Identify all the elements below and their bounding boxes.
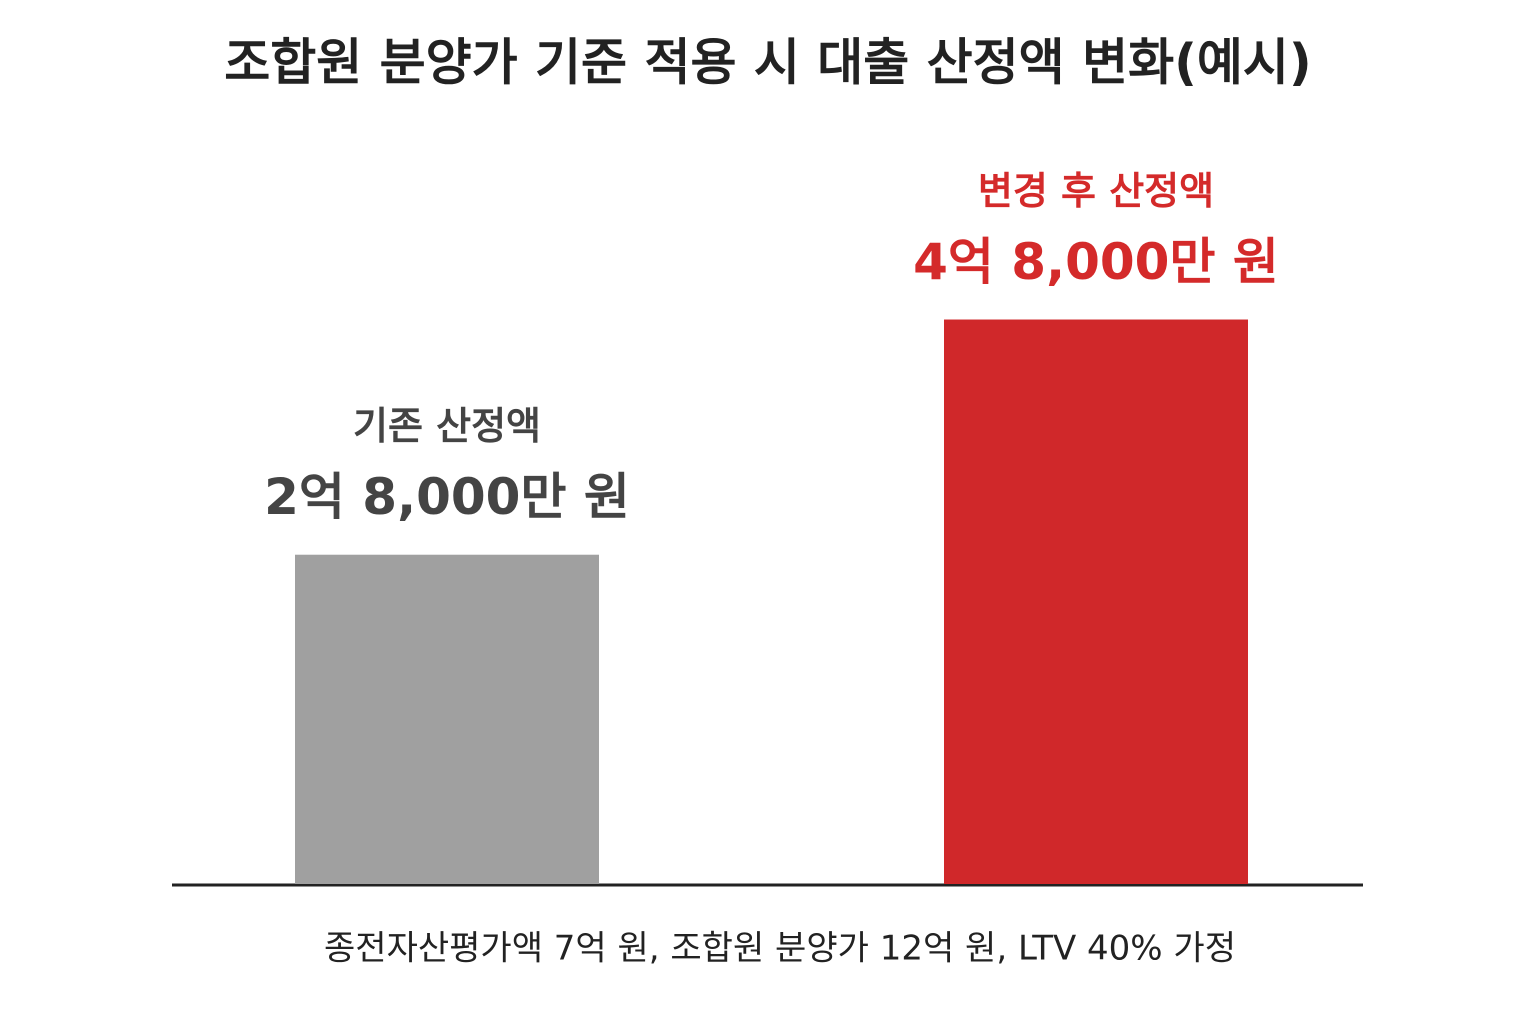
chart-title: 조합원 분양가 기준 적용 시 대출 산정액 변화(예시): [224, 34, 1312, 92]
category-label: 기존 산정액: [353, 404, 541, 448]
footnote: 종전자산평가액 7억 원, 조합원 분양가 12억 원, LTV 40% 가정: [324, 929, 1236, 969]
bar: [944, 319, 1248, 884]
bar: [295, 554, 599, 884]
value-label: 4억 8,000만 원: [913, 233, 1279, 291]
category-label: 변경 후 산정액: [978, 169, 1214, 213]
value-label: 2억 8,000만 원: [264, 468, 630, 526]
